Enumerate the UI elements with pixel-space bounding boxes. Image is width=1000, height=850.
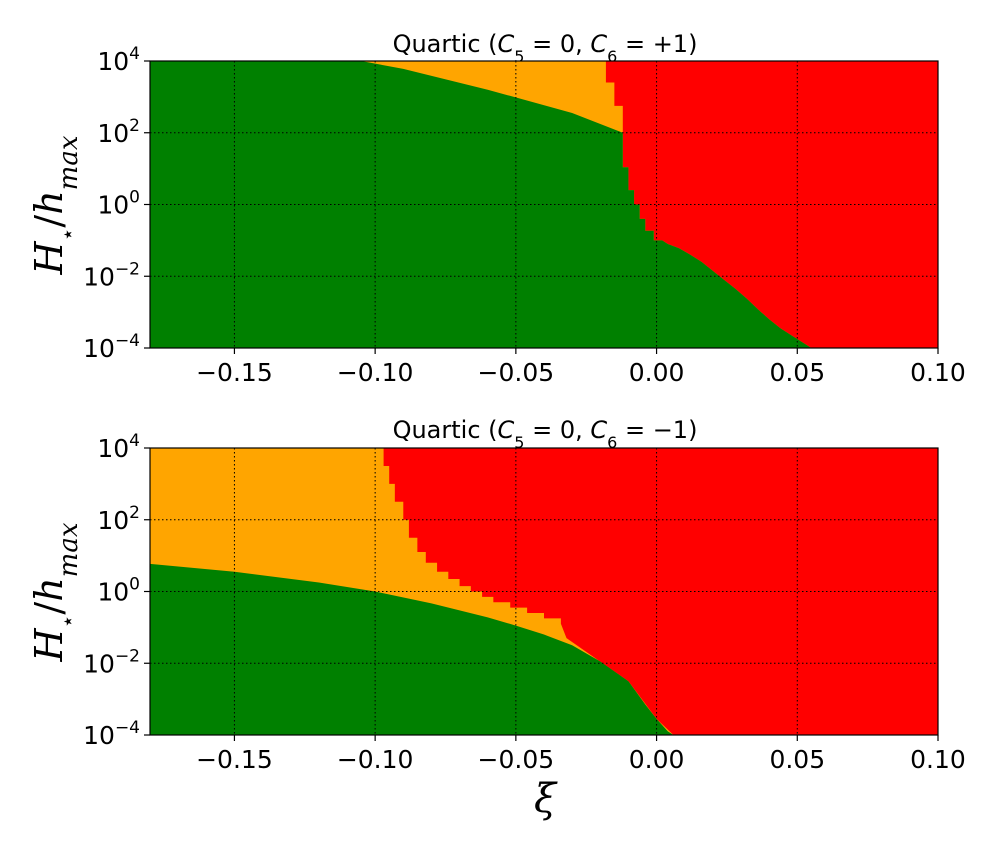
y-tick-label: 102	[97, 116, 140, 148]
x-tick-label: −0.15	[196, 358, 273, 387]
y-tick-label: 104	[97, 431, 140, 463]
x-tick-label: −0.10	[337, 745, 414, 774]
x-tick-label: −0.10	[337, 358, 414, 387]
top-plot-area: −0.15 −0.10 −0.05 0.00 0.05 0.10 10−4 10−2 100 10…	[83, 44, 966, 387]
x-tick-label: 0.10	[910, 358, 966, 387]
x-tick-label: 0.05	[769, 745, 825, 774]
bottom-plot-area: −0.15 −0.10 −0.05 0.00 0.05 0.10 10−4 10−2 100 10…	[83, 431, 966, 774]
top-y-axis-label: H⋆/hmax	[27, 135, 84, 275]
y-tick-label: 102	[97, 503, 140, 535]
region-green	[150, 563, 674, 735]
y-tick-label: 100	[97, 188, 140, 220]
x-tick-label: 0.10	[910, 745, 966, 774]
y-tick-label: 10−4	[83, 331, 140, 363]
x-axis-label: ξ	[534, 776, 558, 822]
y-tick-label: 10−4	[83, 718, 140, 750]
y-tick-label: 10−2	[83, 646, 140, 678]
x-tick-label: −0.05	[478, 358, 555, 387]
x-tick-label: −0.15	[196, 745, 273, 774]
y-tick-label: 10−2	[83, 259, 140, 291]
top-chart-title: Quartic (C5 = 0, C6 = +1)	[393, 30, 698, 66]
x-tick-label: 0.00	[629, 358, 685, 387]
x-tick-label: −0.05	[478, 745, 555, 774]
bottom-y-axis-label: H⋆/hmax	[27, 522, 84, 662]
bottom-chart-title: Quartic (C5 = 0, C6 = −1)	[393, 416, 698, 452]
x-tick-label: 0.00	[629, 745, 685, 774]
y-tick-label: 100	[97, 575, 140, 607]
y-tick-label: 104	[97, 44, 140, 76]
x-tick-label: 0.05	[769, 358, 825, 387]
